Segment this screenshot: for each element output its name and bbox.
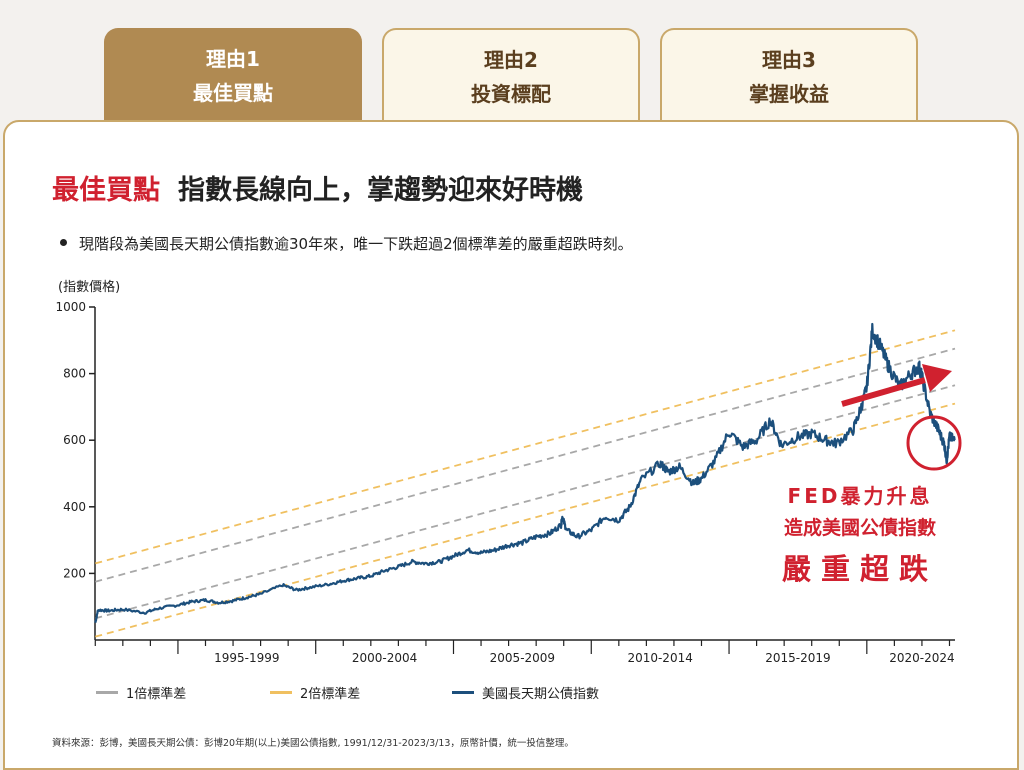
tab-reason-2-number: 理由2 — [484, 48, 538, 72]
y-tick-label: 1000 — [55, 300, 86, 314]
band-line-plus-1sd — [95, 347, 956, 583]
legend-item-2sd: 2倍標準差 — [270, 683, 360, 702]
bullet-point: 現階段為美國長天期公債指數逾30年來，唯一下跌超過2個標準差的嚴重超跌時刻。 — [60, 233, 633, 254]
x-tick-label: 1995-1999 — [214, 651, 279, 665]
x-tick-label: 2000-2004 — [352, 651, 417, 665]
y-tick-label: 200 — [63, 566, 86, 580]
tab-reason-3-label: 掌握收益 — [749, 82, 829, 106]
tab-bar: 理由1 最佳買點 理由2 投資標配 理由3 掌握收益 — [0, 0, 1024, 124]
x-tick-label: 2020-2024 — [889, 651, 954, 665]
legend-label-1sd: 1倍標準差 — [126, 687, 187, 702]
tab-reason-2-label: 投資標配 — [471, 82, 551, 106]
trend-arrow-shaft — [841, 377, 926, 407]
bullet-dot-icon — [60, 239, 67, 246]
y-tick-label: 800 — [63, 367, 86, 381]
page-title: 最佳買點 指數長線向上，掌趨勢迎來好時機 — [52, 168, 583, 207]
legend-swatch-1sd — [96, 691, 118, 694]
annotation: FED暴力升息 造成美國公債指數 嚴重超跌 — [770, 480, 950, 588]
tab-reason-3[interactable]: 理由3 掌握收益 — [660, 28, 918, 124]
tab-reason-1-number: 理由1 — [206, 47, 260, 71]
tab-reason-3-number: 理由3 — [762, 48, 816, 72]
y-tick-label: 400 — [63, 500, 86, 514]
trend-arrow-head-icon — [922, 364, 952, 392]
legend-label-index: 美國長天期公債指數 — [482, 687, 600, 702]
content-panel — [3, 120, 1019, 770]
bullet-text: 現階段為美國長天期公債指數逾30年來，唯一下跌超過2個標準差的嚴重超跌時刻。 — [79, 235, 633, 253]
band-line-minus-1sd — [95, 384, 956, 620]
x-tick-label: 2010-2014 — [627, 651, 692, 665]
x-tick-label: 2005-2009 — [490, 651, 555, 665]
annotation-line-3: 嚴重超跌 — [781, 552, 938, 586]
x-tick-label: 2015-2019 — [765, 651, 830, 665]
band-line-plus-2sd — [95, 329, 956, 565]
tab-reason-2[interactable]: 理由2 投資標配 — [382, 28, 640, 124]
legend-swatch-index — [452, 691, 474, 694]
y-axis-unit: (指數價格) — [58, 280, 121, 295]
legend-item-1sd: 1倍標準差 — [96, 683, 186, 702]
index-line-series — [94, 322, 956, 623]
legend-swatch-2sd — [270, 691, 292, 694]
tab-reason-1-label: 最佳買點 — [193, 81, 273, 105]
y-tick-label: 600 — [63, 433, 86, 447]
legend-label-2sd: 2倍標準差 — [300, 687, 361, 702]
source-note: 資料來源：彭博，美國長天期公債：彭博20年期(以上)美國公債指數, 1991/1… — [52, 738, 574, 749]
title-highlight: 最佳買點 — [52, 175, 160, 206]
annotation-line-2: 造成美國公債指數 — [783, 517, 936, 539]
legend-item-index: 美國長天期公債指數 — [452, 683, 599, 702]
highlight-circle — [906, 415, 962, 471]
annotation-line-1: FED暴力升息 — [787, 484, 933, 508]
tab-reason-1[interactable]: 理由1 最佳買點 — [104, 28, 362, 124]
title-main: 指數長線向上，掌趨勢迎來好時機 — [178, 175, 583, 206]
